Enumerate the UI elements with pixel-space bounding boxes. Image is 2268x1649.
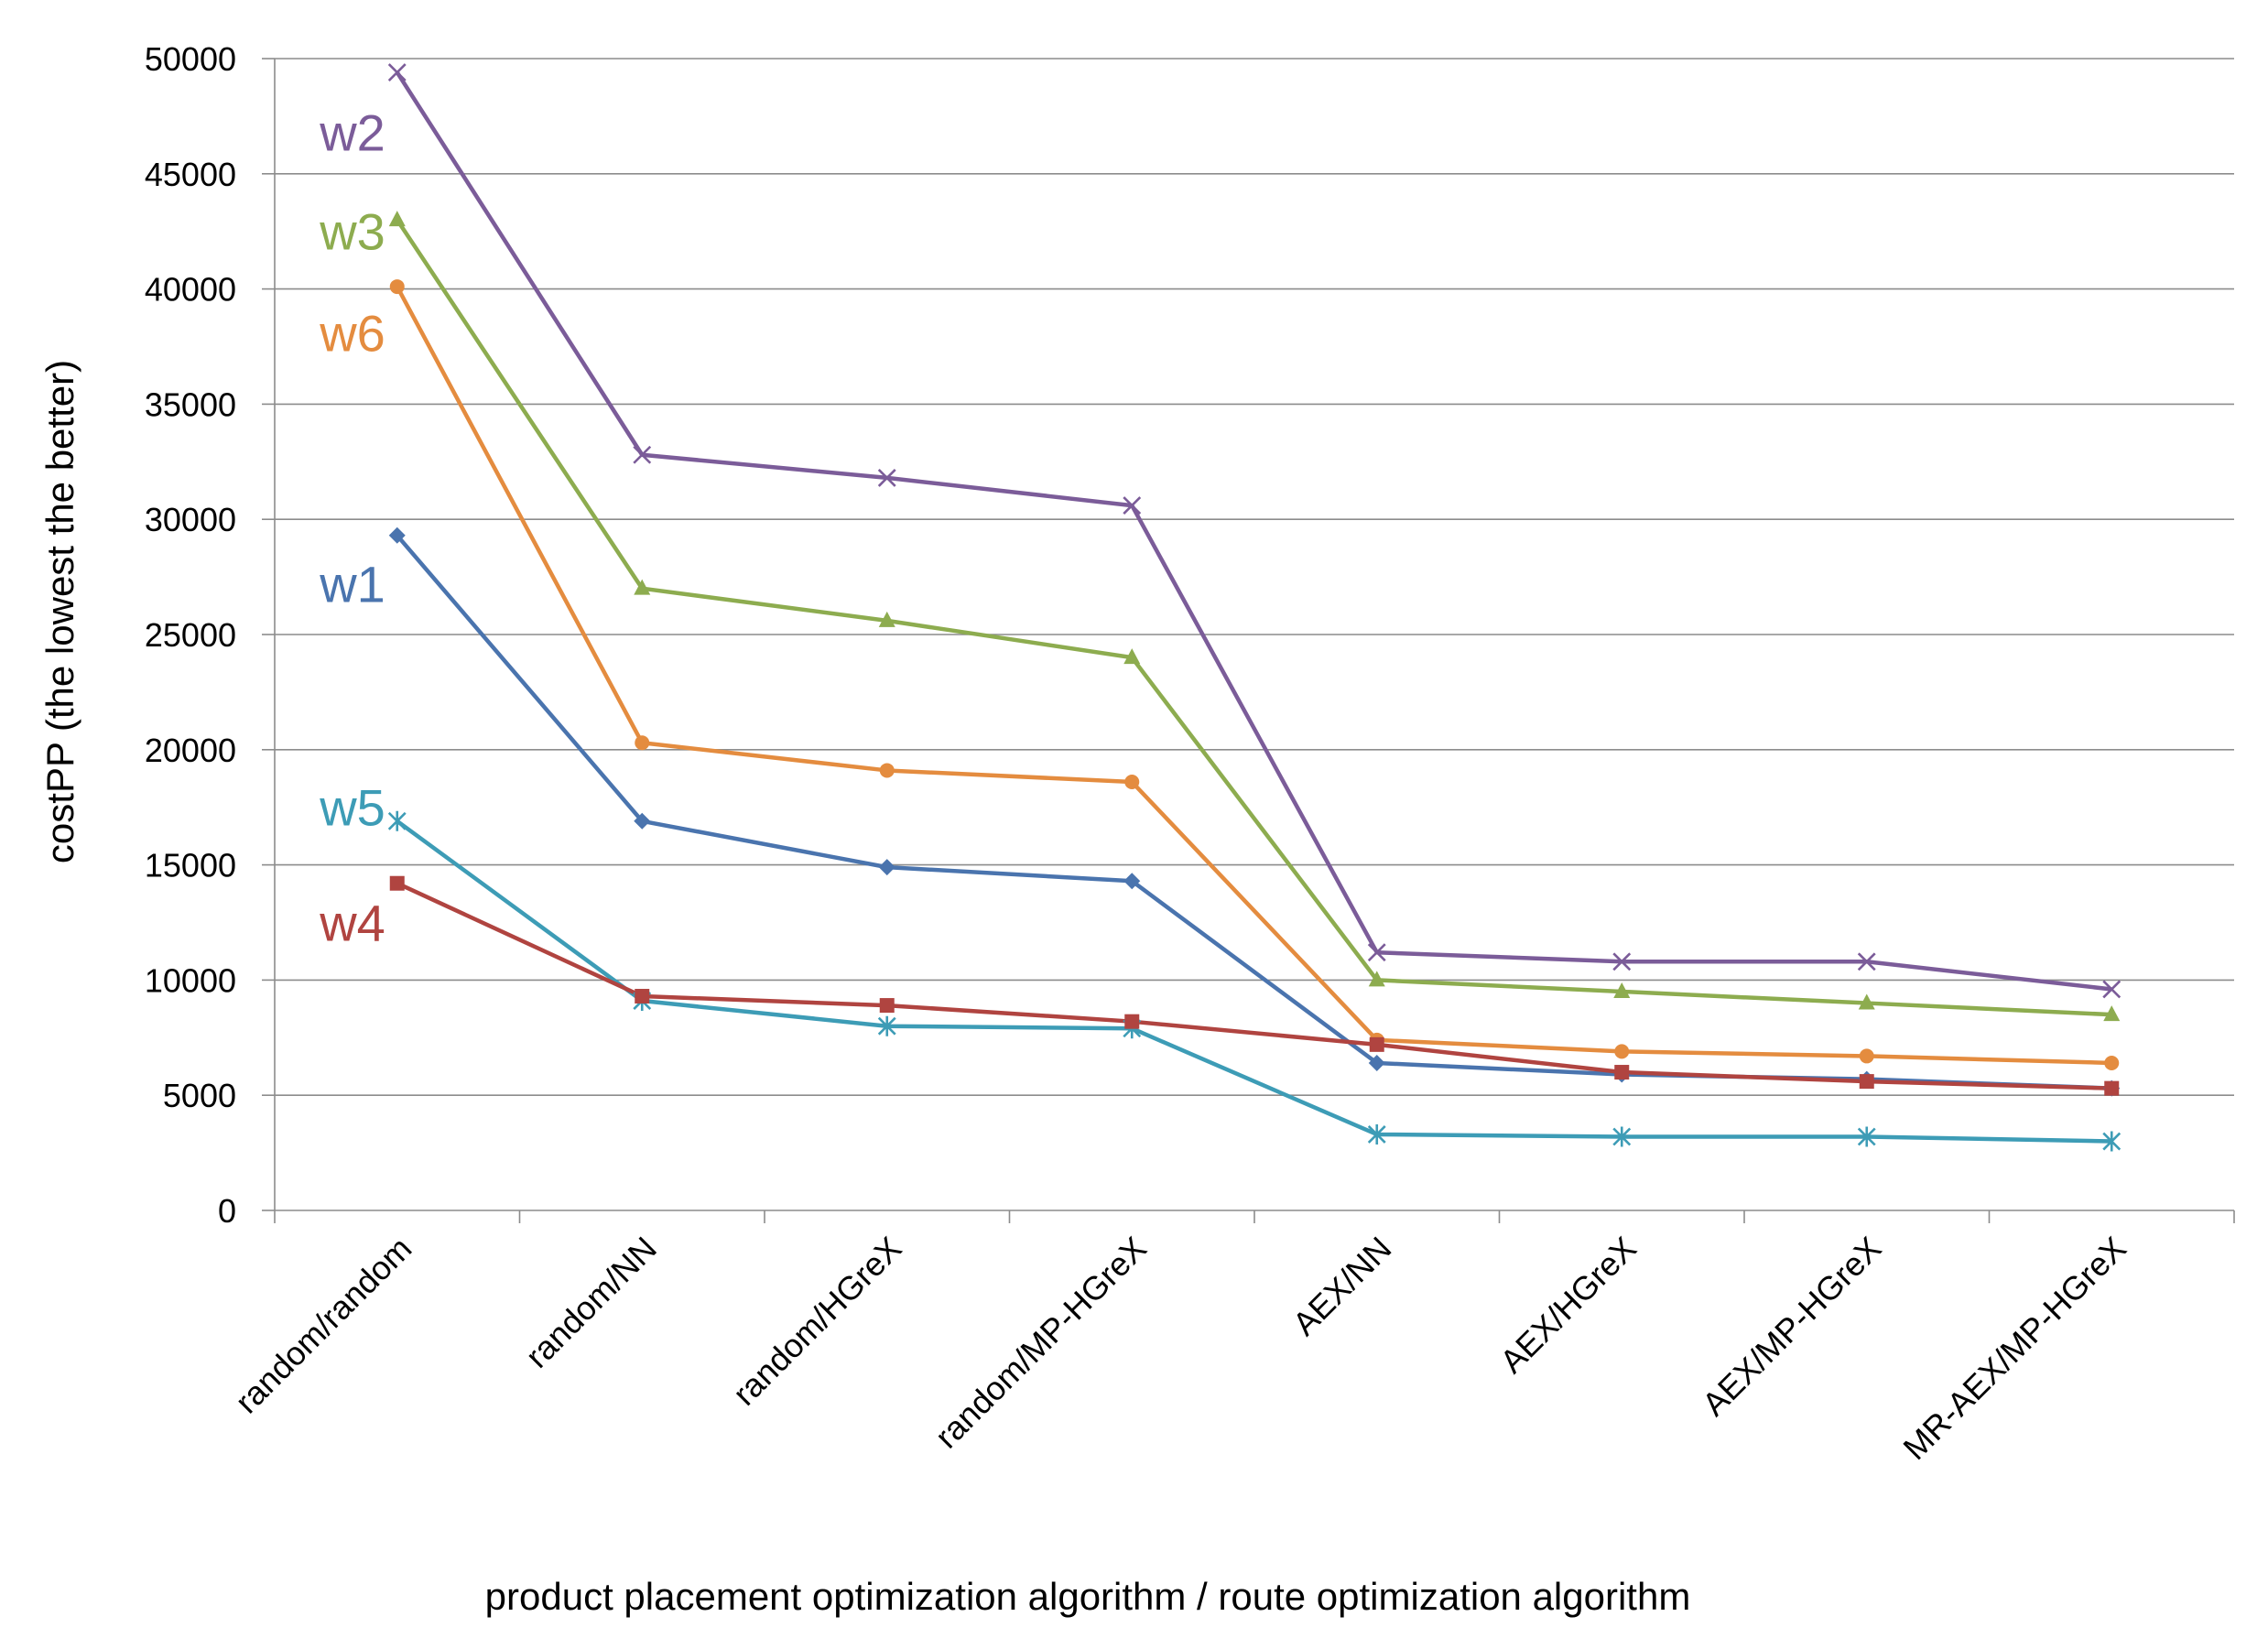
- series-line-w2: [395, 71, 2112, 992]
- y-tick-label: 20000: [145, 732, 236, 769]
- point-w2-5: [1612, 952, 1632, 971]
- series-labels: w2 w3 w6 w1 w5 w4: [319, 104, 385, 952]
- point-w2-3: [1123, 496, 1142, 515]
- x-tick-label: random/random: [228, 1230, 419, 1421]
- point-w4-3: [1124, 1014, 1140, 1029]
- point-w3-4: [1368, 971, 1385, 987]
- x-tick-label: random/NN: [518, 1230, 664, 1375]
- point-w1-0: [388, 526, 406, 544]
- point-w1-3: [1123, 873, 1141, 890]
- series-label-w5: w5: [319, 779, 385, 837]
- series-line-w3: [395, 218, 2112, 1017]
- point-w6-0: [389, 279, 405, 295]
- y-tick-label: 0: [218, 1192, 236, 1230]
- series-label-w3: w3: [319, 203, 385, 261]
- point-w6-5: [1614, 1044, 1630, 1059]
- point-w6-1: [635, 735, 650, 751]
- point-w3-1: [634, 579, 651, 595]
- point-w5-7: [2102, 1131, 2122, 1152]
- point-w2-6: [1857, 952, 1876, 971]
- x-axis-ticks: random/random random/NN random/HGreX random…: [228, 1230, 2133, 1468]
- point-w4-0: [389, 875, 405, 891]
- series-line-w6: [395, 286, 2112, 1066]
- point-w4-2: [879, 998, 895, 1014]
- series-label-w2: w2: [319, 104, 385, 162]
- series-lines: [395, 71, 2112, 1144]
- point-w2-7: [2102, 980, 2122, 999]
- point-w6-7: [2104, 1055, 2120, 1070]
- point-w5-4: [1367, 1123, 1386, 1145]
- x-tick-label: AEX/NN: [1286, 1230, 1399, 1343]
- point-w3-5: [1613, 982, 1631, 998]
- point-w3-7: [2103, 1005, 2121, 1022]
- point-w6-3: [1124, 775, 1140, 790]
- point-w6-2: [879, 763, 895, 778]
- point-w4-5: [1614, 1065, 1630, 1080]
- y-tick-label: 45000: [145, 156, 236, 193]
- x-axis-title: product placement optimization algorithm…: [485, 1575, 1691, 1618]
- point-w4-7: [2104, 1080, 2120, 1096]
- point-w3-3: [1123, 648, 1141, 665]
- point-w2-4: [1367, 943, 1386, 962]
- y-tick-label: 40000: [145, 271, 236, 309]
- point-w4-1: [635, 989, 650, 1004]
- point-w2-2: [877, 468, 896, 487]
- y-axis-title: costPP (the lowest the better): [38, 360, 81, 863]
- point-w1-2: [878, 859, 895, 876]
- series-line-w4: [396, 881, 2112, 1090]
- point-w1-1: [634, 812, 651, 830]
- y-tick-label: 35000: [145, 385, 236, 423]
- series-label-w6: w6: [319, 304, 385, 362]
- point-w4-6: [1859, 1074, 1874, 1090]
- series-label-w1: w1: [319, 556, 385, 613]
- point-w4-4: [1369, 1036, 1384, 1052]
- point-w1-4: [1368, 1054, 1385, 1071]
- x-tick-label: MR-AEX/MP-HGreX: [1895, 1230, 2133, 1468]
- y-tick-label: 25000: [145, 616, 236, 654]
- point-w5-6: [1857, 1126, 1876, 1147]
- point-w2-1: [633, 445, 652, 464]
- y-tick-label: 30000: [145, 501, 236, 538]
- series-line-w1: [396, 534, 2112, 1090]
- point-w5-0: [387, 810, 407, 831]
- x-tick-label: AEX/HGreX: [1492, 1230, 1644, 1381]
- point-w3-6: [1858, 993, 1875, 1010]
- x-tick-label: random/HGreX: [725, 1230, 908, 1413]
- x-tick-label: AEX/MP-HGreX: [1695, 1230, 1888, 1423]
- y-axis-ticks: 0 5000 10000 15000 20000 25000 30000 35000 40000…: [145, 40, 236, 1230]
- series-label-w4: w4: [319, 895, 385, 952]
- gridlines: [275, 58, 2234, 1096]
- y-tick-label: 5000: [163, 1077, 236, 1114]
- point-w3-2: [878, 611, 895, 627]
- y-tick-label: 10000: [145, 961, 236, 999]
- axes: [262, 58, 2235, 1223]
- point-w6-6: [1859, 1048, 1874, 1064]
- point-w2-0: [387, 63, 407, 82]
- point-w5-2: [877, 1015, 896, 1036]
- point-w5-5: [1612, 1126, 1632, 1147]
- x-tick-label: random/MP-HGreX: [928, 1230, 1154, 1456]
- y-tick-label: 50000: [145, 40, 236, 78]
- point-w3-0: [388, 211, 406, 227]
- series-markers: [387, 63, 2122, 1152]
- series-line-w5: [396, 819, 2112, 1144]
- y-tick-label: 15000: [145, 847, 236, 884]
